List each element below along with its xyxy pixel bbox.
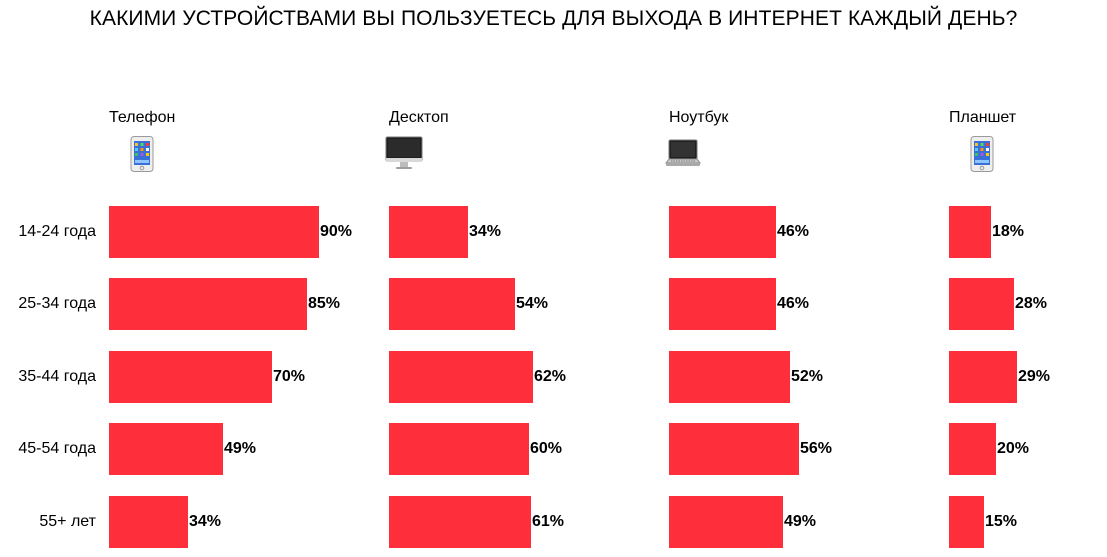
bar [669,206,776,258]
data-label: 61% [532,513,565,530]
bar [389,423,529,475]
bar [669,278,776,330]
data-label: 52% [791,368,824,385]
data-label: 60% [530,440,563,457]
bar [949,423,996,475]
row-label: 35-44 года [18,368,96,385]
bar [389,496,531,548]
bar [109,351,272,403]
data-label: 29% [1018,368,1051,385]
tablet-icon [970,136,994,177]
data-label: 70% [273,368,306,385]
bar [389,351,533,403]
data-label: 46% [777,223,810,240]
bar [109,206,319,258]
row-label: 55+ лет [39,513,96,530]
chart-title: КАКИМИ УСТРОЙСТВАМИ ВЫ ПОЛЬЗУЕТЕСЬ ДЛЯ В… [89,7,1018,30]
data-label: 85% [308,295,341,312]
phone-icon [130,136,154,177]
series-label: Десктоп [389,109,449,126]
laptop-icon [665,136,701,177]
row-label: 25-34 года [18,295,96,312]
bar [949,206,991,258]
series-label: Телефон [109,109,176,126]
row-label: 45-54 года [18,440,96,457]
data-label: 62% [534,368,567,385]
bar [949,278,1014,330]
desktop-icon [385,136,423,177]
bar [949,496,984,548]
data-label: 49% [224,440,257,457]
data-label: 20% [997,440,1030,457]
series-label: Ноутбук [669,109,729,126]
data-label: 34% [189,513,222,530]
data-label: 56% [800,440,833,457]
bar [949,351,1017,403]
data-label: 54% [516,295,549,312]
data-label: 15% [985,513,1018,530]
bar [669,423,799,475]
data-label: 18% [992,223,1025,240]
data-label: 28% [1015,295,1048,312]
bar [109,496,188,548]
bar [109,278,307,330]
bar [389,206,468,258]
bar [389,278,515,330]
bar [669,351,790,403]
row-label: 14-24 года [18,223,96,240]
bar [109,423,223,475]
data-label: 90% [320,223,353,240]
data-label: 49% [784,513,817,530]
data-label: 34% [469,223,502,240]
bar [669,496,783,548]
data-label: 46% [777,295,810,312]
series-label: Планшет [949,109,1017,126]
